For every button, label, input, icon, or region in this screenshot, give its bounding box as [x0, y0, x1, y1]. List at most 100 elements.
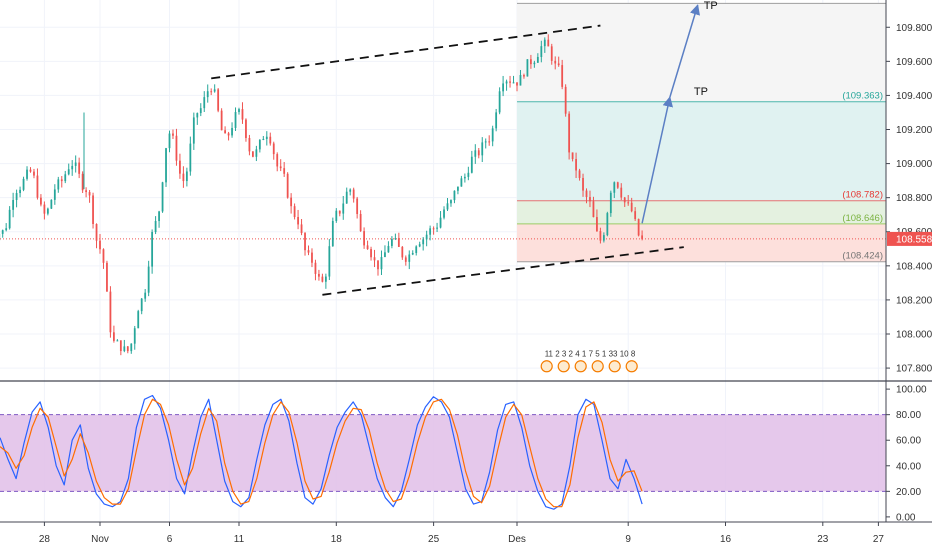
candle-body	[401, 246, 404, 258]
candle-body	[276, 154, 279, 167]
candle-body	[512, 82, 515, 84]
candle-body	[92, 195, 94, 225]
drawings	[0, 24, 886, 296]
projection-arrows[interactable]: TP TP	[641, 0, 718, 224]
stoch-k-line	[0, 394, 643, 510]
candle-body	[196, 113, 199, 118]
candle-body	[88, 192, 91, 196]
candle-body	[154, 221, 157, 233]
candle-body	[415, 246, 418, 253]
candle-body	[620, 187, 623, 198]
candle-body	[175, 135, 178, 161]
candle-body	[418, 244, 421, 247]
price-tick-label: 107.800	[896, 364, 932, 375]
osc-tick-label: 0.00	[896, 512, 916, 523]
target-2-label: (109.363)	[842, 91, 883, 102]
candle-body	[126, 346, 129, 352]
candle-body	[300, 224, 303, 234]
candle-body	[356, 198, 359, 214]
candle-body	[95, 224, 98, 241]
candle-body	[328, 246, 331, 277]
time-tick-label: Des	[508, 534, 526, 545]
candle-body	[283, 168, 286, 174]
candle-body	[384, 252, 386, 258]
projection-arrow-1[interactable]	[641, 96, 673, 224]
entry-label: (108.646)	[842, 213, 883, 224]
osc-tick-label: 60.00	[896, 436, 921, 447]
event-icon[interactable]	[557, 360, 570, 373]
candle-body	[192, 117, 195, 144]
candle-body	[227, 133, 230, 136]
stop-label: (108.424)	[842, 251, 883, 262]
time-tick-label: 11	[234, 534, 245, 545]
candle-body	[265, 136, 268, 139]
candle-body	[248, 138, 251, 152]
position-tool[interactable]	[517, 2, 886, 263]
time-tick-label: 16	[720, 534, 732, 545]
candle-body	[463, 176, 466, 179]
candle-body	[234, 112, 237, 128]
candle-body	[252, 151, 254, 157]
target-1-label: (108.782)	[842, 190, 883, 201]
candle-body	[592, 201, 595, 218]
last-price-badge	[887, 231, 932, 246]
candle-body	[554, 60, 557, 64]
projection-arrow-2[interactable]	[669, 4, 700, 98]
candle-body	[477, 150, 480, 156]
candle-body	[460, 178, 463, 187]
event-icon[interactable]	[591, 360, 604, 373]
candle-body	[106, 262, 108, 292]
candle-body	[491, 128, 494, 142]
event-icon[interactable]	[608, 360, 621, 373]
event-icon[interactable]	[625, 360, 638, 373]
candle-body	[366, 245, 369, 250]
candle-body	[53, 189, 56, 200]
candle-body	[561, 65, 564, 87]
time-tick-label: 23	[817, 534, 829, 545]
candle-body	[85, 190, 87, 193]
candle-body	[349, 189, 352, 192]
candle-body	[304, 233, 306, 251]
candle-body	[408, 254, 411, 262]
candle-body	[467, 172, 470, 177]
stochastic-oscillator	[0, 394, 886, 510]
price-tick-label: 109.400	[896, 91, 932, 102]
candle-body	[99, 240, 101, 250]
candle-body	[12, 199, 15, 210]
candle-body	[519, 75, 522, 86]
event-icon[interactable]	[574, 360, 587, 373]
candle-body	[391, 238, 393, 246]
candle-body	[60, 179, 63, 182]
candle-body	[130, 343, 133, 352]
candle-body	[151, 232, 154, 267]
candle-body	[543, 39, 546, 47]
candle-body	[422, 239, 425, 245]
candle-body	[290, 197, 293, 207]
candle-body	[547, 39, 550, 47]
candle-body	[453, 190, 456, 201]
candle-body	[185, 171, 188, 182]
candle-body	[596, 217, 598, 232]
candle-body	[599, 231, 602, 241]
candle-body	[637, 219, 640, 236]
candle-body	[536, 56, 539, 63]
candle-body	[627, 202, 630, 204]
candle-body	[498, 91, 501, 113]
candle-body	[5, 228, 8, 231]
candle-body	[523, 75, 525, 77]
candle-body	[119, 340, 122, 352]
candle-body	[50, 199, 53, 209]
tp-label-2: TP	[704, 0, 718, 12]
osc-tick-label: 80.00	[896, 410, 921, 421]
candle-body	[575, 158, 577, 171]
candle-body	[182, 173, 185, 182]
candle-body	[161, 182, 164, 212]
event-icon[interactable]	[540, 360, 553, 373]
event-markers[interactable]: 11 2 3 2 4 1 7 5 1 33 10 8	[540, 349, 638, 373]
candle-body	[502, 83, 504, 92]
candle-body	[582, 177, 584, 191]
candle-body	[495, 112, 498, 129]
candle-body	[78, 162, 81, 174]
